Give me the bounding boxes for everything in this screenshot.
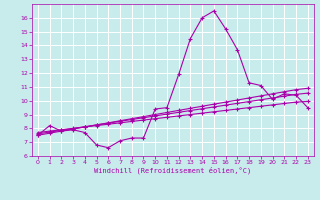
- X-axis label: Windchill (Refroidissement éolien,°C): Windchill (Refroidissement éolien,°C): [94, 167, 252, 174]
